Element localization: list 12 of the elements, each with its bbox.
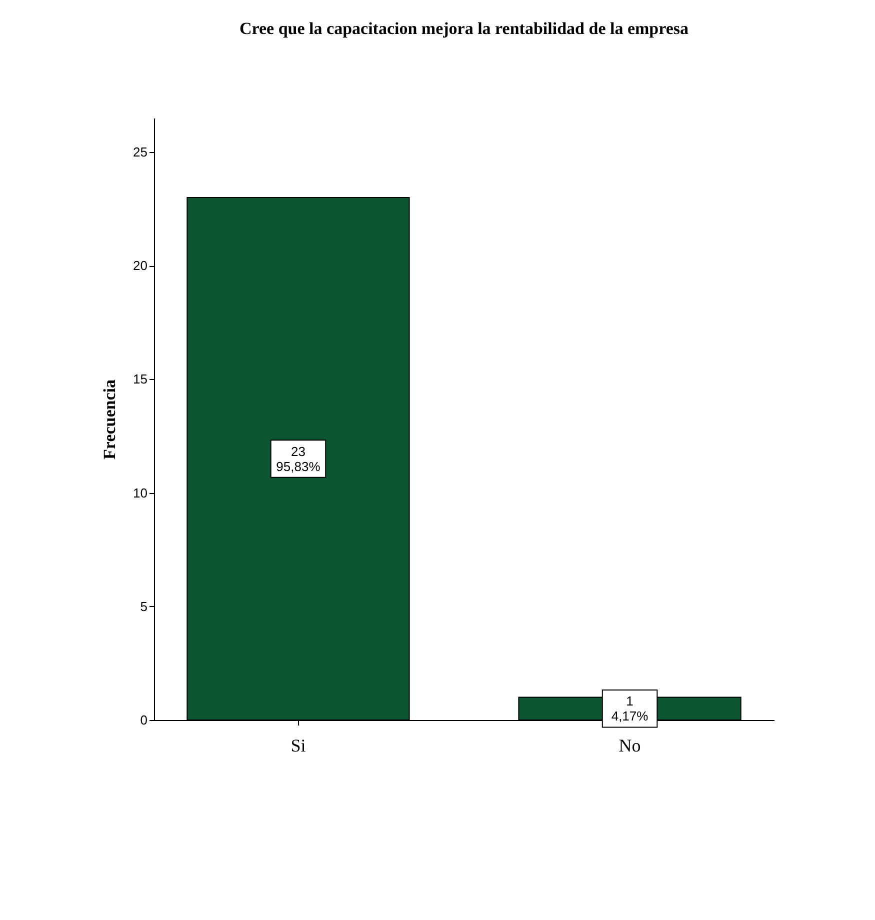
data-label: 1 4,17% <box>611 694 649 724</box>
y-tick-label: 20 <box>133 258 148 274</box>
y-tick-label: 0 <box>140 712 148 728</box>
x-tick-label: Si <box>290 736 306 756</box>
x-tick-label: No <box>618 736 641 756</box>
y-tick-label: 10 <box>133 485 148 500</box>
y-tick-label: 15 <box>133 372 148 387</box>
data-label: 23 95,83% <box>276 444 321 474</box>
y-tick-label: 25 <box>133 144 148 160</box>
y-tick-label: 5 <box>140 598 148 614</box>
y-axis-title: Frecuencia <box>100 379 120 460</box>
chart-title: Cree que la capacitacion mejora la rentabilidad de la empresa <box>239 19 690 38</box>
